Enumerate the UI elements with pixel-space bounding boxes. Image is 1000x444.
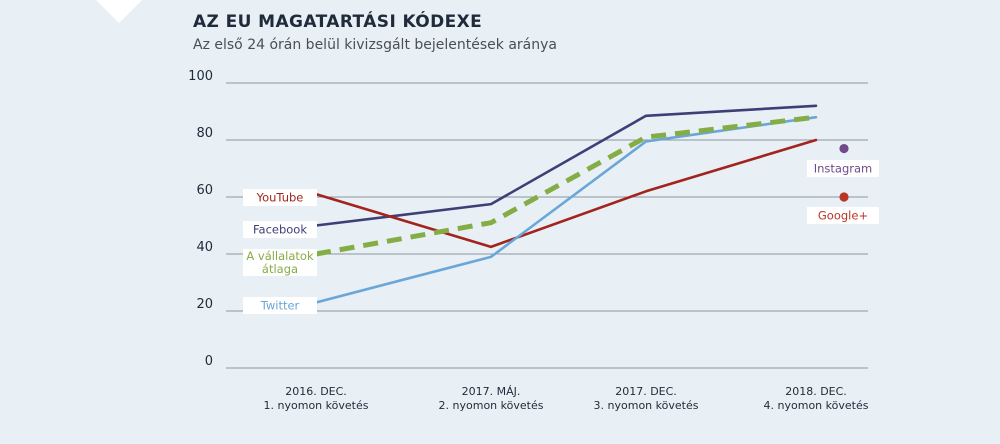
series-label-box-youtube (243, 189, 317, 206)
x-tick-label-1-line-2: 1. nyomon követés (264, 399, 369, 412)
chart-subtitle: Az első 24 órán belül kivizsgált bejelen… (193, 37, 557, 53)
series-line-average (315, 114, 817, 257)
series-label-box-twitter (243, 297, 317, 314)
chart-title: AZ EU MAGATARTÁSI KÓDEXE (193, 12, 483, 32)
y-tick-label-40: 40 (196, 240, 213, 255)
y-tick-label-20: 20 (196, 297, 213, 312)
x-tick-label-2-line-1: 2017. MÁJ. (462, 385, 521, 398)
x-tick-label-4-line-2: 4. nyomon követés (764, 399, 869, 412)
x-tick-label-4-line-1: 2018. DEC. (785, 385, 847, 398)
series-labels: Facebook YouTube Twitter A vállalatokátlaga… (243, 160, 879, 314)
y-tick-label-80: 80 (196, 126, 213, 141)
x-tick-label-1-line-1: 2016. DEC. (285, 385, 347, 398)
series-layer (314, 104, 818, 304)
series-label-average-line-2: átlaga (262, 262, 298, 276)
x-tick-label-3-line-2: 3. nyomon követés (594, 399, 699, 412)
point-label-googleplus: Google+ (818, 209, 868, 223)
series-label-twitter: Twitter (260, 299, 300, 313)
series-label-average-line-1: A vállalatok (246, 249, 314, 263)
series-line-facebook (314, 104, 818, 227)
x-tick-label-3-line-1: 2017. DEC. (615, 385, 677, 398)
series-label-box-average (243, 249, 317, 276)
y-tick-label-100: 100 (188, 69, 213, 84)
point-label-instagram: Instagram (814, 162, 873, 176)
y-tick-label-0: 0 (205, 354, 213, 369)
point-label-box-instagram (807, 160, 879, 177)
axis-labels: 0 20 40 60 80 100 2016. DEC.1. nyomon követés 2… (188, 69, 869, 412)
points-layer (839, 143, 849, 202)
data-point-googleplus (839, 192, 849, 202)
series-line-twitter (314, 115, 818, 304)
grid-layer (226, 82, 868, 369)
series-label-youtube: YouTube (256, 191, 304, 205)
series-label-box-facebook (243, 221, 317, 238)
corner-tab-decoration (96, 0, 142, 23)
series-label-facebook: Facebook (253, 223, 307, 237)
y-tick-label-60: 60 (196, 183, 213, 198)
x-tick-label-2-line-2: 2. nyomon követés (439, 399, 544, 412)
series-line-youtube (314, 138, 818, 249)
data-point-instagram (839, 143, 849, 154)
point-label-box-googleplus (807, 207, 879, 224)
